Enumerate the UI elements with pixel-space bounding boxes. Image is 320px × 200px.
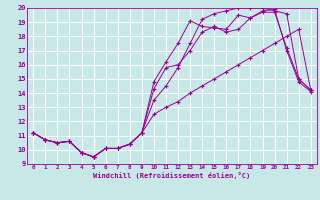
X-axis label: Windchill (Refroidissement éolien,°C): Windchill (Refroidissement éolien,°C) — [93, 172, 251, 179]
